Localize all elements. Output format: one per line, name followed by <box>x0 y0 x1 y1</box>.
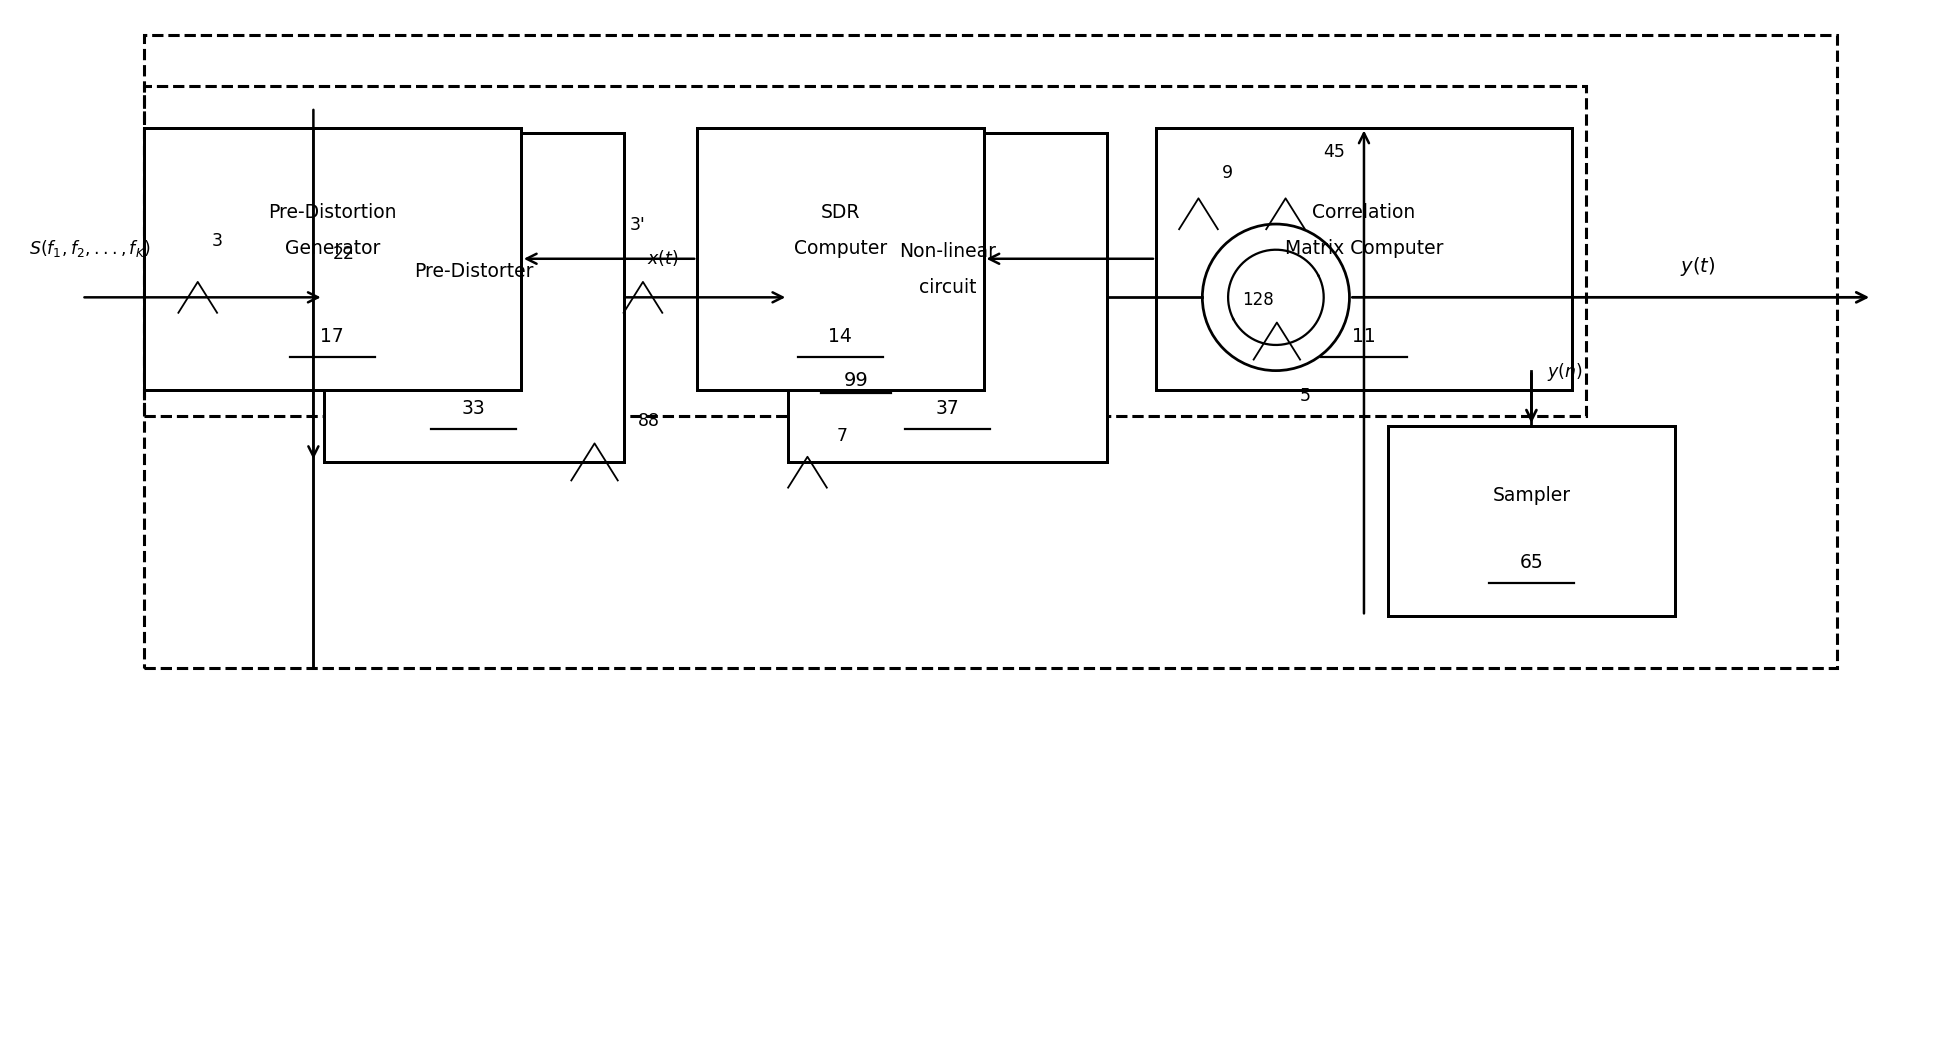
Text: 99: 99 <box>844 371 869 390</box>
Text: 3': 3' <box>630 217 645 234</box>
FancyBboxPatch shape <box>144 128 521 390</box>
Text: Pre-Distortion: Pre-Distortion <box>268 203 397 222</box>
FancyBboxPatch shape <box>787 133 1108 461</box>
Text: 3: 3 <box>212 231 224 250</box>
Text: Non-linear: Non-linear <box>900 242 997 260</box>
Text: 33: 33 <box>461 399 486 418</box>
Text: 7: 7 <box>836 427 848 445</box>
Text: 17: 17 <box>321 327 344 346</box>
Text: Generator: Generator <box>284 239 379 258</box>
Text: 22: 22 <box>332 245 354 262</box>
Text: 37: 37 <box>935 399 960 418</box>
Text: circuit: circuit <box>920 278 976 297</box>
Text: Pre-Distorter: Pre-Distorter <box>414 262 533 281</box>
Text: 65: 65 <box>1520 553 1544 572</box>
FancyBboxPatch shape <box>1157 128 1573 390</box>
Text: 128: 128 <box>1242 291 1273 309</box>
Text: 88: 88 <box>638 412 659 429</box>
Text: 45: 45 <box>1324 143 1345 161</box>
FancyBboxPatch shape <box>1388 426 1674 616</box>
Text: Computer: Computer <box>793 239 886 258</box>
Text: Sampler: Sampler <box>1493 486 1571 505</box>
Text: $y(t)$: $y(t)$ <box>1680 255 1715 278</box>
Text: SDR: SDR <box>820 203 859 222</box>
Text: Matrix Computer: Matrix Computer <box>1285 239 1442 258</box>
Text: 5: 5 <box>1299 388 1310 405</box>
FancyBboxPatch shape <box>698 128 984 390</box>
Text: 9: 9 <box>1223 164 1232 181</box>
FancyBboxPatch shape <box>323 133 624 461</box>
Text: 11: 11 <box>1353 327 1376 346</box>
Text: $x(t)$: $x(t)$ <box>647 248 678 269</box>
Text: $y(n)$: $y(n)$ <box>1547 361 1582 383</box>
Text: 14: 14 <box>828 327 851 346</box>
Text: $S(f_1,f_2,...,f_K)$: $S(f_1,f_2,...,f_K)$ <box>29 239 152 259</box>
Text: Correlation: Correlation <box>1312 203 1415 222</box>
